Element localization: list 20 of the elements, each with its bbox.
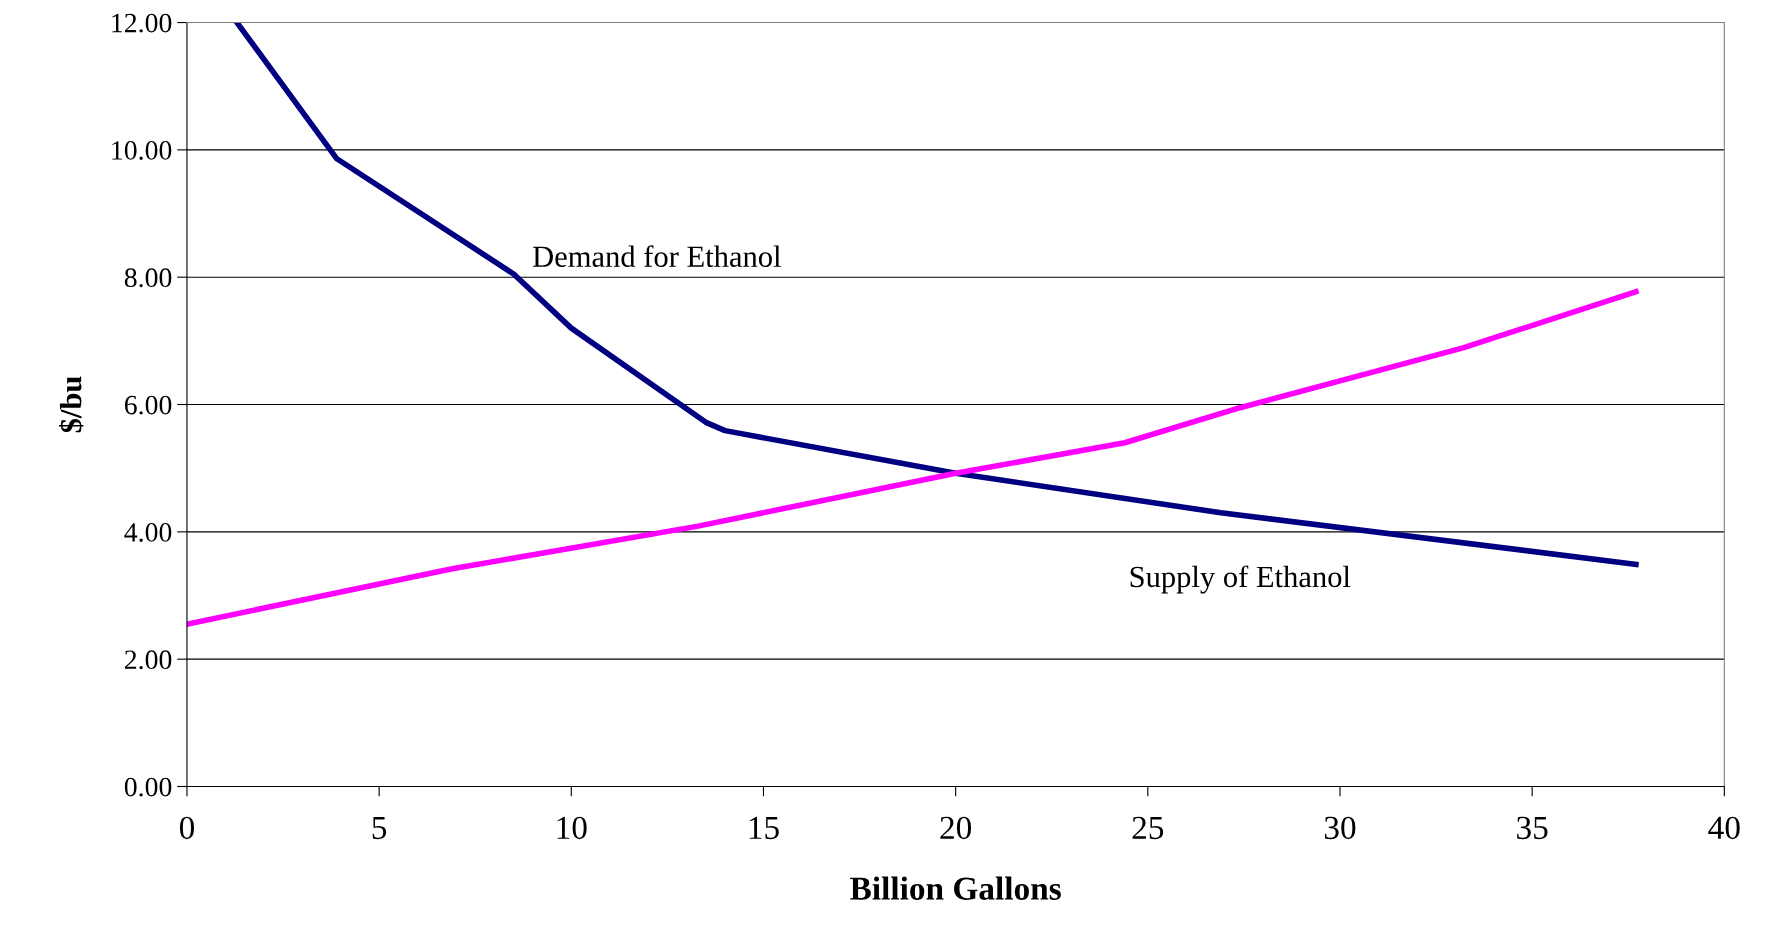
y-axis-title: $/bu <box>59 376 84 433</box>
annotation: Supply of Ethanol <box>1130 565 1351 594</box>
x-tick-label: 20 <box>940 816 972 840</box>
y-tick-label: 2.00 <box>124 650 172 670</box>
x-tick-label: 25 <box>1132 816 1164 840</box>
annotation: Demand for Ethanol <box>532 245 781 268</box>
y-tick-label: 10.00 <box>112 141 172 160</box>
y-tick-label: 8.00 <box>124 268 172 288</box>
x-tick-label: 35 <box>1517 816 1548 840</box>
x-tick-label: 10 <box>557 816 587 840</box>
x-tick-label: 15 <box>749 816 779 840</box>
y-tick-label: 12.00 <box>112 13 172 33</box>
x-tick-label: 0 <box>179 816 195 840</box>
x-tick-label: 40 <box>1708 816 1740 840</box>
x-tick-label: 5 <box>372 816 387 840</box>
y-tick-label: 0.00 <box>124 777 172 797</box>
y-tick-label: 6.00 <box>124 395 172 415</box>
x-tick-label: 30 <box>1324 816 1356 840</box>
x-axis-title: Billion Gallons <box>850 876 1061 900</box>
y-tick-label: 4.00 <box>124 523 172 542</box>
